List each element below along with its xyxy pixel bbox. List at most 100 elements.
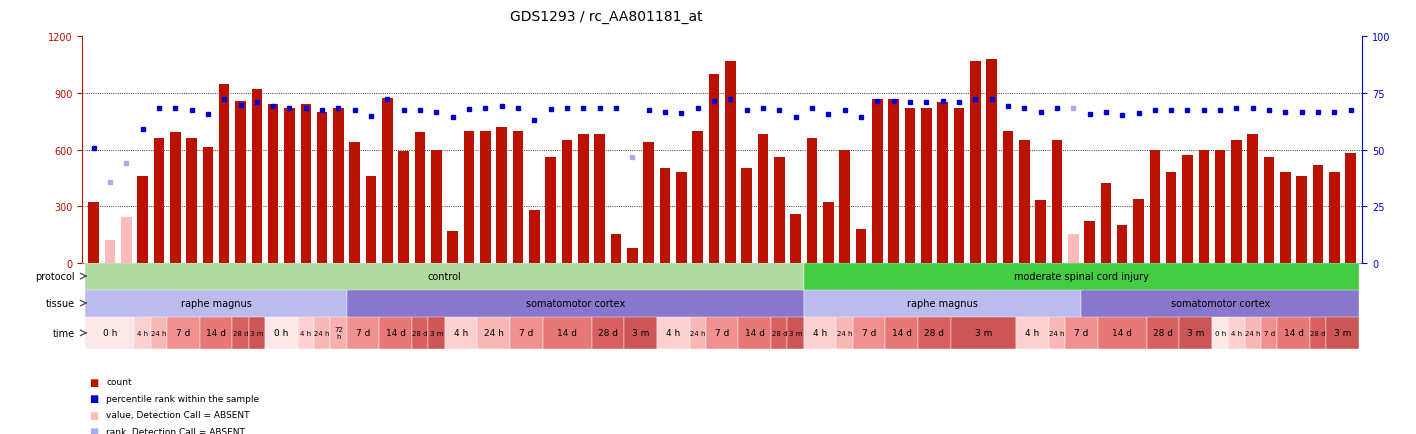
Bar — [297, 317, 314, 349]
Bar — [1117, 225, 1127, 263]
Bar — [953, 109, 964, 263]
Bar — [1215, 150, 1225, 263]
Bar — [412, 317, 428, 349]
Bar — [1245, 317, 1262, 349]
Bar — [692, 132, 702, 263]
Bar — [88, 203, 99, 263]
Bar — [675, 173, 687, 263]
Text: 4 h: 4 h — [1231, 330, 1242, 336]
Bar — [1327, 317, 1359, 349]
Text: count: count — [106, 378, 132, 386]
Bar — [1052, 141, 1062, 263]
Bar — [268, 105, 279, 263]
Text: 14 d: 14 d — [385, 329, 405, 338]
Bar — [542, 317, 592, 349]
Bar — [137, 177, 147, 263]
Bar — [708, 75, 719, 263]
Bar — [1345, 154, 1357, 263]
Bar — [1020, 141, 1029, 263]
Bar — [624, 317, 657, 349]
Text: 3 m: 3 m — [251, 330, 263, 336]
Bar — [1097, 317, 1147, 349]
Bar — [610, 235, 622, 263]
Text: 4 h: 4 h — [137, 330, 149, 336]
Bar — [1228, 317, 1245, 349]
Bar — [888, 99, 899, 263]
Bar — [775, 158, 784, 263]
Bar — [725, 62, 736, 263]
Text: 4 h: 4 h — [813, 329, 827, 338]
Bar — [249, 317, 265, 349]
Bar — [135, 317, 150, 349]
Bar — [1100, 184, 1112, 263]
Text: 14 d: 14 d — [1284, 329, 1304, 338]
Bar — [705, 317, 739, 349]
Bar — [1147, 317, 1180, 349]
Text: 7 d: 7 d — [355, 329, 370, 338]
Bar — [920, 109, 932, 263]
Bar — [232, 317, 249, 349]
Bar — [1297, 177, 1307, 263]
Bar — [314, 317, 330, 349]
Bar — [739, 317, 772, 349]
Text: 28 d: 28 d — [598, 329, 617, 338]
Bar — [330, 317, 347, 349]
Text: ■: ■ — [89, 410, 99, 420]
Text: moderate spinal cord injury: moderate spinal cord injury — [1014, 272, 1148, 281]
Text: 24 h: 24 h — [690, 330, 705, 336]
Text: 24 h: 24 h — [1049, 330, 1065, 336]
Text: 14 d: 14 d — [892, 329, 912, 338]
Bar — [317, 112, 327, 263]
Text: 14 d: 14 d — [745, 329, 765, 338]
Bar — [347, 317, 379, 349]
Bar — [742, 169, 752, 263]
Text: 7 d: 7 d — [715, 329, 729, 338]
Bar — [1085, 222, 1095, 263]
Bar — [1198, 150, 1209, 263]
Text: 3 m: 3 m — [632, 329, 649, 338]
Bar — [918, 317, 950, 349]
Text: 28 d: 28 d — [925, 329, 944, 338]
Bar — [643, 143, 654, 263]
Text: 72
h: 72 h — [334, 327, 343, 339]
Bar — [1165, 173, 1177, 263]
Bar — [1264, 158, 1274, 263]
Bar — [382, 99, 392, 263]
Text: 24 h: 24 h — [484, 329, 504, 338]
Bar — [790, 214, 801, 263]
Text: 3 m: 3 m — [974, 329, 993, 338]
Text: 7 d: 7 d — [176, 329, 191, 338]
Bar — [265, 317, 297, 349]
Text: 7 d: 7 d — [520, 329, 534, 338]
Text: 24 h: 24 h — [837, 330, 852, 336]
Bar — [1262, 317, 1277, 349]
Bar — [885, 317, 918, 349]
Bar — [970, 62, 980, 263]
Text: 0 h: 0 h — [103, 329, 118, 338]
Text: 14 d: 14 d — [556, 329, 578, 338]
Bar — [787, 317, 804, 349]
Text: raphe magnus: raphe magnus — [181, 299, 252, 308]
Bar — [105, 240, 115, 263]
Text: 7 d: 7 d — [1075, 329, 1089, 338]
Bar — [545, 158, 556, 263]
Bar — [219, 84, 229, 263]
Bar — [804, 263, 1359, 290]
Bar — [464, 132, 474, 263]
Bar — [660, 169, 670, 263]
Text: 4 h: 4 h — [1025, 329, 1039, 338]
Bar — [872, 99, 882, 263]
Bar — [510, 317, 542, 349]
Text: 7 d: 7 d — [1263, 330, 1274, 336]
Bar — [1231, 141, 1242, 263]
Bar — [428, 317, 445, 349]
Bar — [167, 317, 200, 349]
Bar — [398, 152, 409, 263]
Bar — [1035, 201, 1046, 263]
Bar — [1003, 132, 1014, 263]
Bar — [497, 128, 507, 263]
Bar — [627, 248, 637, 263]
Bar — [1017, 317, 1049, 349]
Bar — [852, 317, 885, 349]
Bar — [285, 109, 295, 263]
